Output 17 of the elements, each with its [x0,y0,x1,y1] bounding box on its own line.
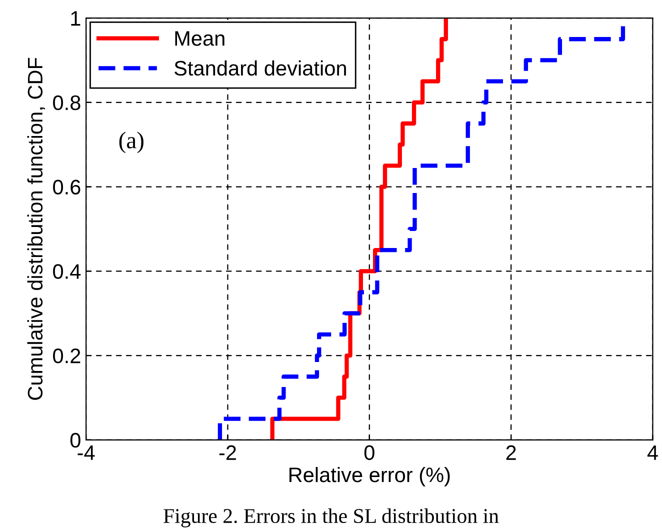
legend-label: Mean [175,31,224,46]
x-axis-title: Relative error (%) [289,466,450,486]
y-tick-label: 0.6 [53,180,80,195]
y-axis-title: Cumulative distribution function, CDF [27,58,46,400]
y-tick-label: 1 [71,11,80,26]
annotation: (a) [119,132,144,154]
x-tick-label: -2 [219,445,236,460]
x-tick-label: 0 [364,445,374,460]
y-tick-label: 0.2 [53,348,80,364]
legend-label: Standard deviation [174,60,346,76]
x-tick-label: -4 [78,446,95,460]
x-tick-label: 4 [647,446,658,460]
y-tick-label: 0 [70,432,80,448]
x-tick-label: 2 [506,445,516,460]
y-tick-label: 0.4 [53,264,81,279]
caption: Figure 2. Errors in the SL distribution in [164,508,499,528]
y-tick-label: 0.8 [53,95,80,110]
